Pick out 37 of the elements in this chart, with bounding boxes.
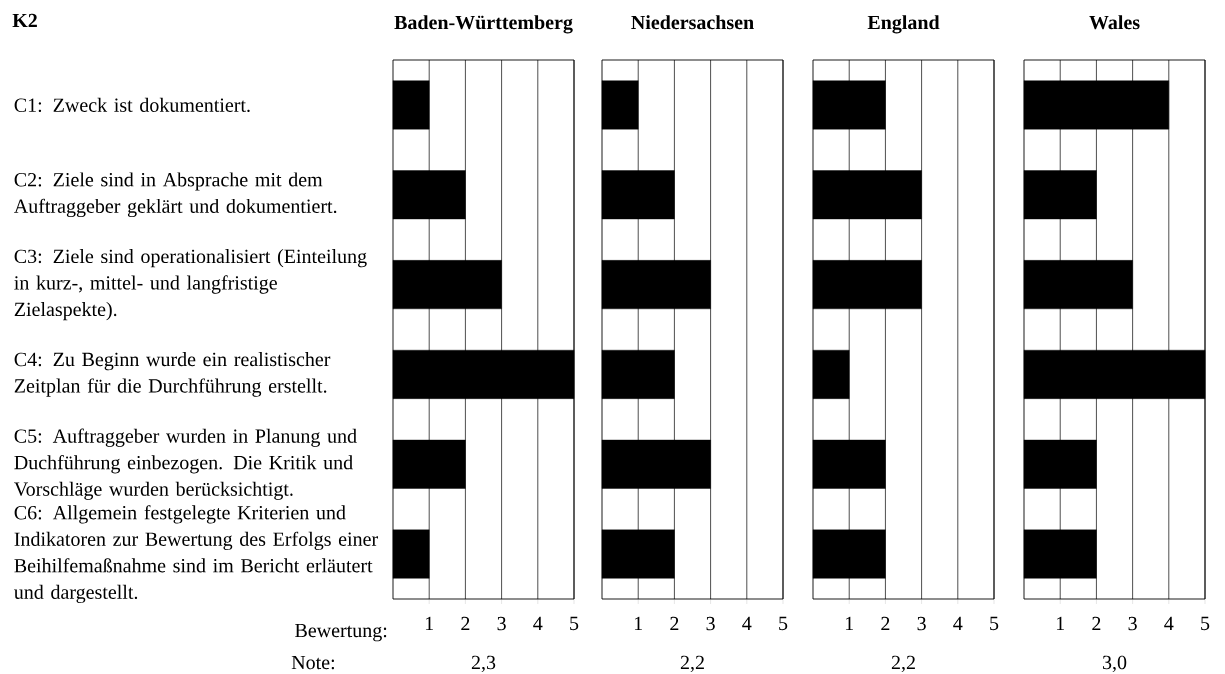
x-tick-label: 3: [497, 616, 506, 631]
x-tick-label: 1: [425, 616, 433, 631]
x-tick-label: 2: [670, 616, 679, 631]
text: 2,3: [471, 655, 496, 673]
chart-title: Baden-Württemberg: [394, 15, 573, 34]
x-tick-label: 2: [461, 616, 470, 631]
y-tick-label: C3: Ziele sind operationalisiert (Einteilung in kurz-, mittel- und langfristige Zielaspekte).: [14, 249, 367, 321]
x-tick-label: 5: [1201, 616, 1210, 631]
y-tick-label: C1: Zweck ist dokumentiert.: [14, 97, 250, 112]
text: Note:: [291, 655, 335, 670]
x-tick-label: 1: [845, 616, 853, 631]
x-tick-label: 4: [742, 616, 752, 631]
chart-title: Wales: [1089, 15, 1140, 30]
y-tick-label: C4: Zu Beginn wurde ein realistischer Zeitplan für die Durchführung erstellt.: [14, 352, 331, 397]
chart-title: Niedersachsen: [631, 15, 754, 30]
y-tick-label: C5: Auftraggeber wurden in Planung und Duchführung einbezogen. Die Kritik und Vorschläge wurden berücksichtigt.: [14, 428, 357, 500]
x-tick-label: 2: [881, 616, 890, 631]
y-tick-label: C2: Ziele sind in Absprache mit dem Auftraggeber geklärt und dokumentiert.: [14, 172, 337, 218]
x-tick-label: 1: [1056, 616, 1064, 631]
text: 2,2: [891, 655, 915, 673]
y-tick-label: C6: Allgemein festgelegte Kriterien und Indikatoren zur Bewertung des Erfolgs einer Beihilfemaßnahme sind im Bericht erläutert und dargestellt.: [14, 505, 378, 604]
chart-title: England: [867, 15, 940, 34]
text: K2: [12, 13, 37, 27]
x-tick-label: 5: [779, 616, 788, 631]
x-tick-label: 5: [990, 616, 999, 631]
x-tick-label: 2: [1092, 616, 1101, 631]
x-tick-label: 4: [533, 616, 543, 631]
x-tick-label: 4: [953, 616, 963, 631]
x-tick-label: 5: [570, 616, 579, 631]
x-tick-label: 3: [706, 616, 715, 631]
text: 2,2: [680, 655, 704, 673]
x-tick-label: 3: [1128, 616, 1137, 631]
text: 3,0: [1102, 655, 1127, 673]
x-tick-label: 1: [634, 616, 642, 631]
x-tick-label: 4: [1164, 616, 1174, 631]
x-axis-title: Bewertung:: [295, 623, 387, 642]
x-tick-label: 3: [917, 616, 926, 631]
